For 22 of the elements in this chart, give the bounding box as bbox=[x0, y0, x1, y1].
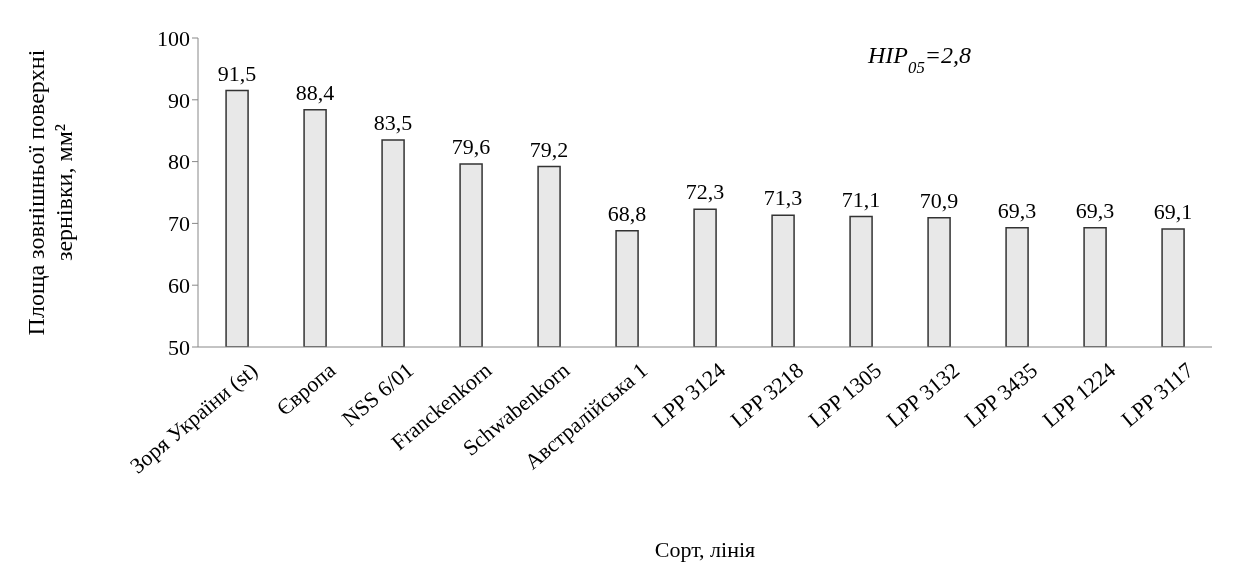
annotation: HIP$_{05}$=2,8 bbox=[867, 42, 971, 77]
y-tick-label: 90 bbox=[168, 87, 190, 113]
data-label: 69,3 bbox=[1075, 197, 1115, 223]
data-label: 91,5 bbox=[217, 60, 257, 86]
y-axis-title: Площа зовнішньої поверхні зернівки, мм² bbox=[22, 49, 78, 336]
data-label: 69,1 bbox=[1153, 198, 1193, 224]
data-label: 79,2 bbox=[529, 136, 569, 162]
data-label: 72,3 bbox=[685, 179, 725, 205]
y-tick-label: 60 bbox=[168, 273, 190, 299]
y-tick-label: 50 bbox=[168, 334, 190, 360]
y-tick-label: 80 bbox=[168, 149, 190, 175]
data-label: 71,3 bbox=[763, 185, 803, 211]
y-tick-label: 70 bbox=[168, 211, 190, 237]
data-label: 71,1 bbox=[841, 186, 881, 212]
data-label: 88,4 bbox=[295, 79, 335, 105]
x-axis-title: Сорт, лінія bbox=[654, 537, 756, 562]
data-label: 69,3 bbox=[997, 197, 1037, 223]
data-label: 79,6 bbox=[451, 134, 491, 160]
data-label: 68,8 bbox=[607, 200, 647, 226]
data-label: 70,9 bbox=[919, 187, 959, 213]
y-tick-label: 100 bbox=[157, 25, 190, 51]
data-label: 83,5 bbox=[373, 109, 413, 135]
